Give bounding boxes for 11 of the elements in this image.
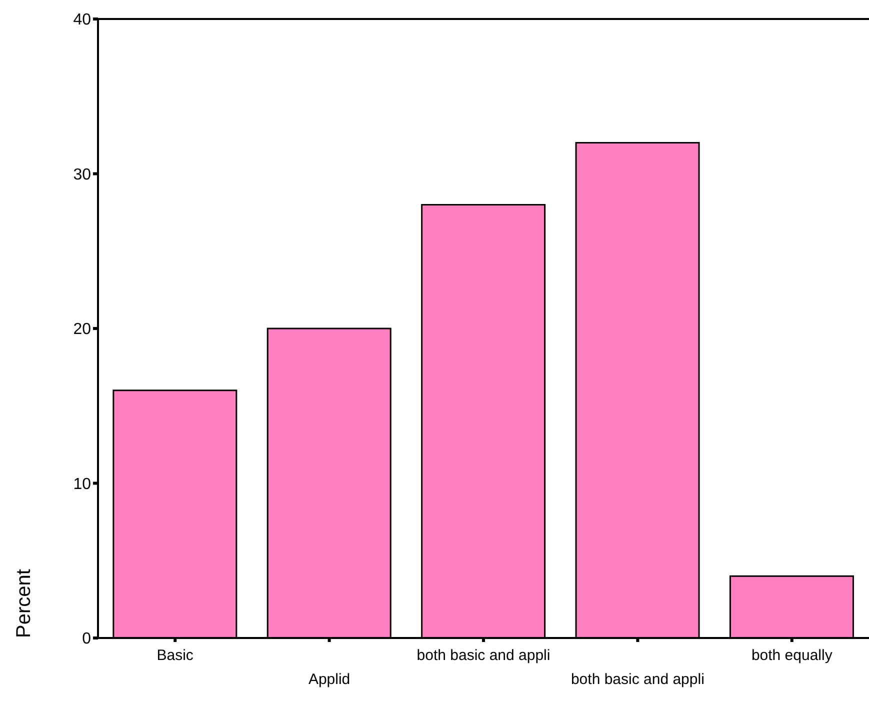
y-tick-label: 20: [73, 321, 92, 338]
y-tick-label: 0: [82, 630, 92, 648]
y-tick-label: 30: [73, 166, 92, 184]
x-tick-label: both basic and appli: [416, 647, 550, 664]
x-tick-label: Applid: [308, 671, 350, 688]
y-axis-title: Percent: [13, 568, 35, 638]
x-tick-label: both basic and appli: [570, 671, 704, 688]
x-tick-label: both equally: [751, 647, 833, 664]
y-tick-label: 10: [73, 476, 92, 493]
y-tick-label: 40: [73, 12, 92, 29]
x-tick-label: Basic: [156, 647, 194, 664]
